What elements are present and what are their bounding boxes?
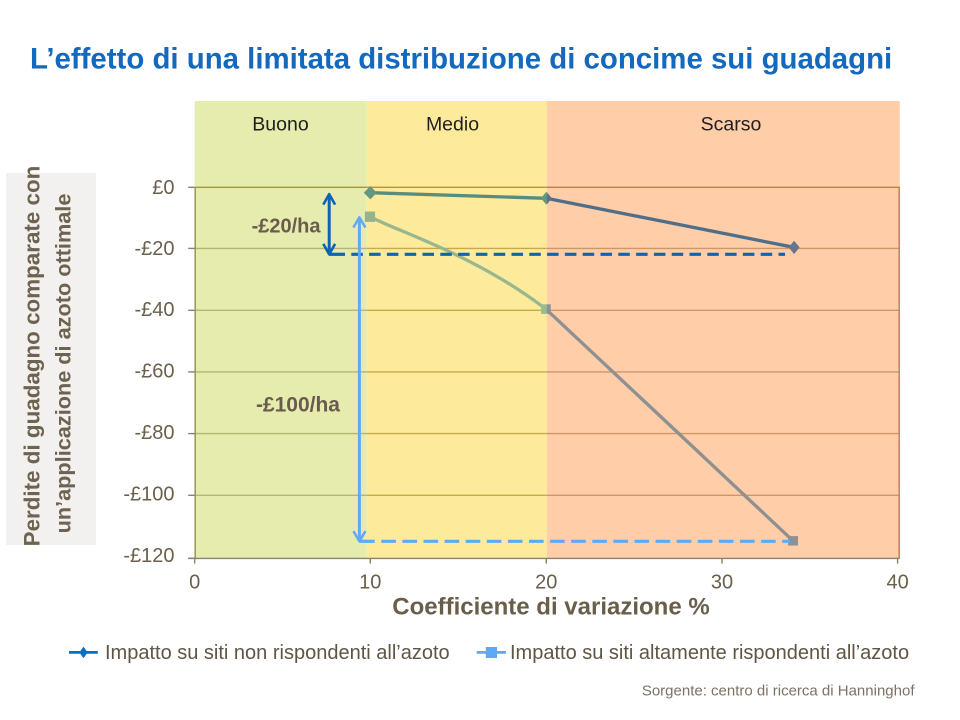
svg-text:Scarso: Scarso bbox=[701, 114, 762, 136]
svg-text:Coefficiente di variazione %: Coefficiente di variazione % bbox=[392, 594, 709, 621]
svg-text:un’applicazione di azoto ottim: un’applicazione di azoto ottimale bbox=[51, 194, 76, 534]
svg-text:10: 10 bbox=[359, 572, 381, 594]
svg-text:L’effetto di una limitata dist: L’effetto di una limitata distribuzione … bbox=[30, 43, 892, 76]
svg-text:30: 30 bbox=[711, 572, 733, 594]
svg-text:-£20: -£20 bbox=[134, 238, 174, 260]
svg-text:Impatto su siti altamente risp: Impatto su siti altamente rispondenti al… bbox=[510, 642, 909, 664]
svg-text:-£80: -£80 bbox=[134, 422, 174, 444]
svg-text:-£20/ha: -£20/ha bbox=[252, 215, 322, 237]
svg-text:-£100: -£100 bbox=[123, 484, 174, 506]
svg-text:40: 40 bbox=[886, 572, 908, 594]
svg-text:£0: £0 bbox=[152, 177, 174, 199]
svg-text:-£100/ha: -£100/ha bbox=[256, 393, 340, 416]
svg-text:20: 20 bbox=[535, 572, 557, 594]
svg-text:-£40: -£40 bbox=[134, 299, 174, 321]
svg-text:Buono: Buono bbox=[252, 114, 309, 136]
svg-text:Impatto su siti non rispondent: Impatto su siti non rispondenti all’azot… bbox=[105, 642, 450, 664]
svg-text:Sorgente: centro di ricerca di: Sorgente: centro di ricerca di Hanningho… bbox=[642, 683, 915, 700]
svg-text:-£60: -£60 bbox=[134, 361, 174, 383]
svg-text:-£120: -£120 bbox=[123, 545, 174, 567]
svg-text:0: 0 bbox=[189, 572, 200, 594]
svg-text:Medio: Medio bbox=[426, 114, 479, 136]
svg-text:Perdite di guadagno comparate: Perdite di guadagno comparate con bbox=[20, 166, 45, 547]
